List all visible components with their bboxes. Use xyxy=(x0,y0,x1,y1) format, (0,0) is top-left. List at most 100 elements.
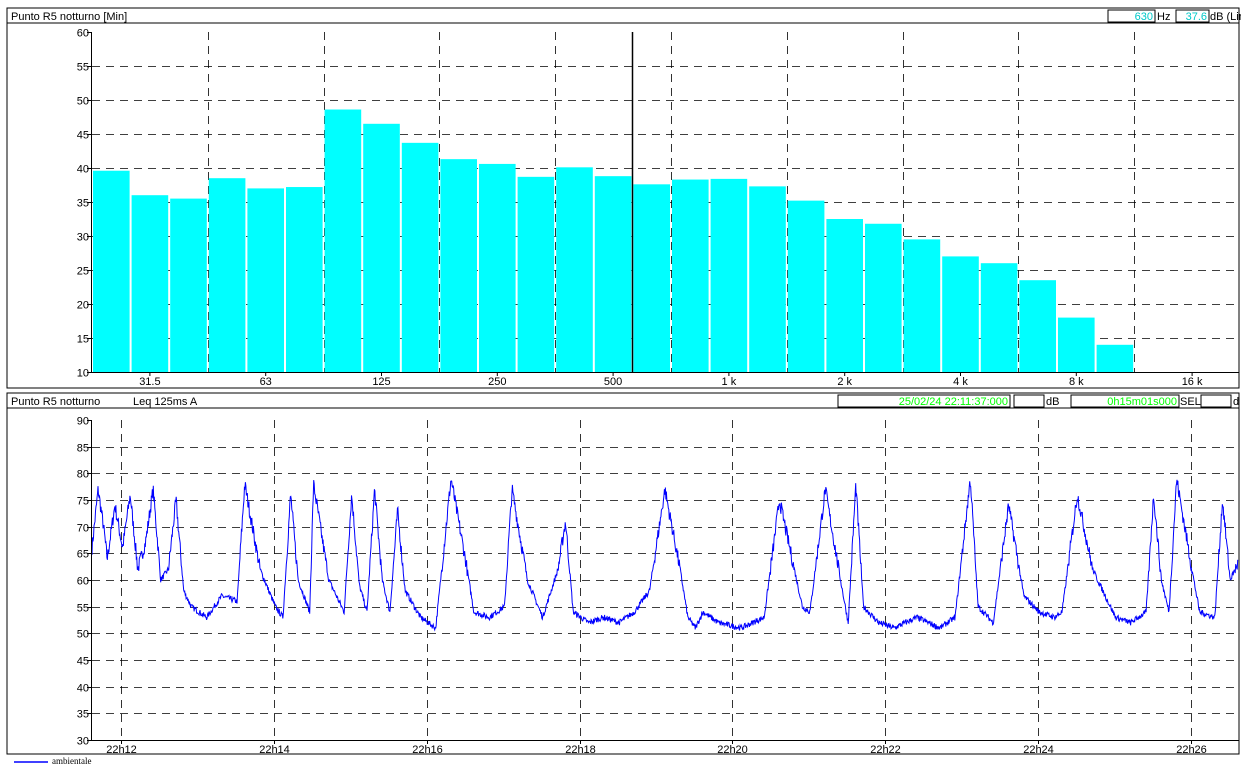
y-tick-label: 65 xyxy=(77,549,89,561)
timeseries-title: Punto R5 notturno xyxy=(11,396,100,408)
x-tick-label: 22h20 xyxy=(717,744,748,756)
x-tick-label: 16 k xyxy=(1182,376,1203,388)
x-tick-label: 31.5 xyxy=(139,376,160,388)
x-tick-label: 8 k xyxy=(1069,376,1084,388)
y-tick-label: 15 xyxy=(77,334,89,346)
y-tick-label: 70 xyxy=(77,523,89,535)
y-tick-label: 40 xyxy=(77,683,89,695)
x-tick-label: 2 k xyxy=(837,376,852,388)
bar xyxy=(517,176,555,372)
y-tick-label: 60 xyxy=(77,28,89,40)
x-tick-label: 22h14 xyxy=(259,744,290,756)
x-tick-label: 22h24 xyxy=(1023,744,1054,756)
bar xyxy=(942,256,979,372)
x-tick-label: 22h16 xyxy=(412,744,443,756)
y-tick-label: 55 xyxy=(77,62,89,74)
y-tick-label: 50 xyxy=(77,96,89,108)
level-unit: dB (Lin xyxy=(1210,11,1241,23)
bar xyxy=(286,187,323,372)
y-tick-label: 20 xyxy=(77,300,89,312)
x-tick-label: 125 xyxy=(372,376,390,388)
sel-unit: d xyxy=(1233,396,1239,408)
y-tick-label: 30 xyxy=(77,736,89,748)
y-tick-label: 45 xyxy=(77,656,89,668)
y-tick-label: 90 xyxy=(77,416,89,428)
bar xyxy=(865,223,902,372)
bar xyxy=(324,109,362,373)
spectrum-x-axis: 31.5 63 125 250 500 1 k 2 k 4 k 8 k 16 k xyxy=(139,372,1203,388)
y-tick-label: 40 xyxy=(77,164,89,176)
sel-label: SEL xyxy=(1180,396,1201,408)
bar xyxy=(93,170,130,372)
spectrum-panel: Punto R5 notturno [Min] 630 Hz 37.6 dB (… xyxy=(6,7,1241,389)
bar xyxy=(1096,344,1134,372)
legend-label: ambientale xyxy=(52,756,91,764)
freq-unit: Hz xyxy=(1157,11,1170,23)
value-unit: dB xyxy=(1046,396,1059,408)
bar xyxy=(247,188,284,372)
x-tick-label: 22h18 xyxy=(565,744,596,756)
bar xyxy=(440,159,477,372)
y-tick-label: 85 xyxy=(77,443,89,455)
bar xyxy=(594,176,632,372)
level-readout: 37.6 xyxy=(1186,11,1207,23)
bar xyxy=(903,239,941,372)
spectrum-y-axis: 10 15 20 25 30 35 40 45 50 55 60 xyxy=(77,28,92,380)
bar xyxy=(131,195,169,372)
y-tick-label: 45 xyxy=(77,130,89,142)
datetime-readout-box[interactable] xyxy=(837,394,1011,408)
freq-readout-box[interactable] xyxy=(1107,9,1156,23)
timeseries-subtitle: Leq 125ms A xyxy=(133,396,198,408)
timeseries-grid xyxy=(92,420,1239,740)
bar xyxy=(826,219,863,372)
bar xyxy=(749,186,786,372)
bar xyxy=(208,178,246,372)
x-tick-label: 22h22 xyxy=(870,744,901,756)
spectrum-header xyxy=(6,7,1240,24)
y-tick-label: 50 xyxy=(77,629,89,641)
bar xyxy=(672,179,709,372)
bar xyxy=(363,123,400,372)
y-tick-label: 55 xyxy=(77,603,89,615)
spectrum-bars xyxy=(93,109,1134,373)
y-tick-label: 35 xyxy=(77,198,89,210)
timeseries-y-axis: 30 35 40 45 50 55 60 65 70 75 80 85 90 xyxy=(77,416,92,748)
series-line-ambientale xyxy=(91,479,1239,632)
x-tick-label: 4 k xyxy=(953,376,968,388)
bar xyxy=(980,263,1018,372)
x-tick-label: 1 k xyxy=(722,376,737,388)
y-tick-label: 80 xyxy=(77,469,89,481)
bar xyxy=(633,184,670,372)
bar xyxy=(787,200,825,372)
y-tick-label: 10 xyxy=(77,368,89,380)
timeseries-panel: Punto R5 notturno Leq 125ms A 25/02/24 2… xyxy=(6,392,1240,756)
y-tick-label: 25 xyxy=(77,266,89,278)
x-tick-label: 63 xyxy=(260,376,272,388)
spectrum-grid xyxy=(92,32,1239,372)
datetime-readout: 25/02/24 22:11:37:000 xyxy=(899,396,1008,408)
freq-readout: 630 xyxy=(1135,11,1153,23)
bar xyxy=(710,178,748,372)
y-tick-label: 75 xyxy=(77,496,89,508)
x-tick-label: 22h12 xyxy=(106,744,137,756)
bar xyxy=(401,142,439,372)
duration-readout-box[interactable] xyxy=(1070,394,1180,408)
level-readout-box[interactable] xyxy=(1175,9,1210,23)
x-tick-label: 22h26 xyxy=(1176,744,1207,756)
spectrum-title: Punto R5 notturno [Min] xyxy=(11,11,127,23)
y-tick-label: 60 xyxy=(77,576,89,588)
legend: ambientale xyxy=(14,756,91,764)
x-tick-label: 250 xyxy=(488,376,506,388)
bar xyxy=(1019,280,1056,372)
y-tick-label: 35 xyxy=(77,709,89,721)
bar xyxy=(556,167,593,372)
x-tick-label: 500 xyxy=(604,376,622,388)
bar xyxy=(170,198,207,372)
bar xyxy=(1058,317,1095,372)
value-readout-box[interactable] xyxy=(1013,394,1045,408)
sel-readout-box[interactable] xyxy=(1200,394,1232,408)
y-tick-label: 30 xyxy=(77,232,89,244)
duration-readout: 0h15m01s000 xyxy=(1107,396,1177,408)
bar xyxy=(479,163,516,372)
